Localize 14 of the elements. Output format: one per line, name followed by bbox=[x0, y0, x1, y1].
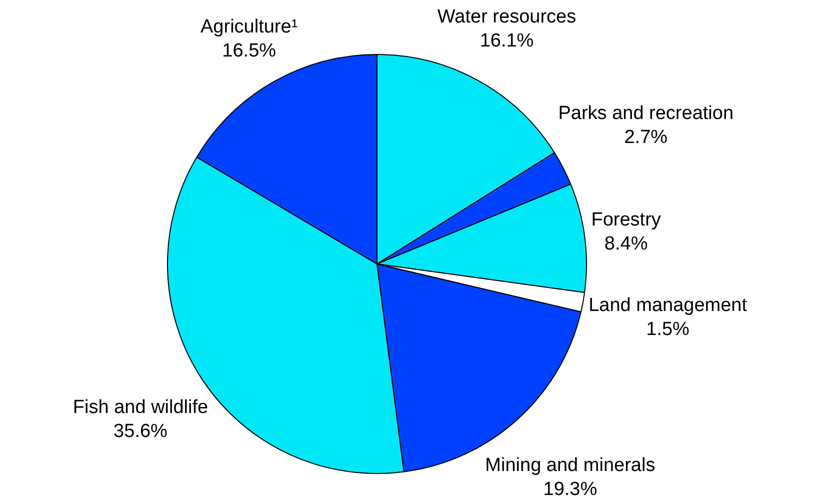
data-label: 16.5% bbox=[222, 40, 276, 62]
slice-label: Mining and minerals bbox=[485, 455, 656, 476]
data-label: 16.1% bbox=[480, 30, 534, 52]
data-label: 1.5% bbox=[646, 319, 690, 340]
data-label: 8.4% bbox=[604, 233, 648, 254]
slice-label: Water resources bbox=[437, 6, 576, 28]
data-label: 19.3% bbox=[543, 479, 598, 500]
data-label: 2.7% bbox=[624, 126, 668, 148]
slice-label: Agriculture¹ bbox=[200, 16, 298, 38]
data-label: 35.6% bbox=[114, 420, 168, 442]
slice-label: Fish and wildlife bbox=[72, 396, 208, 418]
slice-label: Forestry bbox=[591, 209, 662, 230]
slice-label: Land management bbox=[588, 295, 748, 316]
slice-label: Parks and recreation bbox=[558, 102, 734, 124]
